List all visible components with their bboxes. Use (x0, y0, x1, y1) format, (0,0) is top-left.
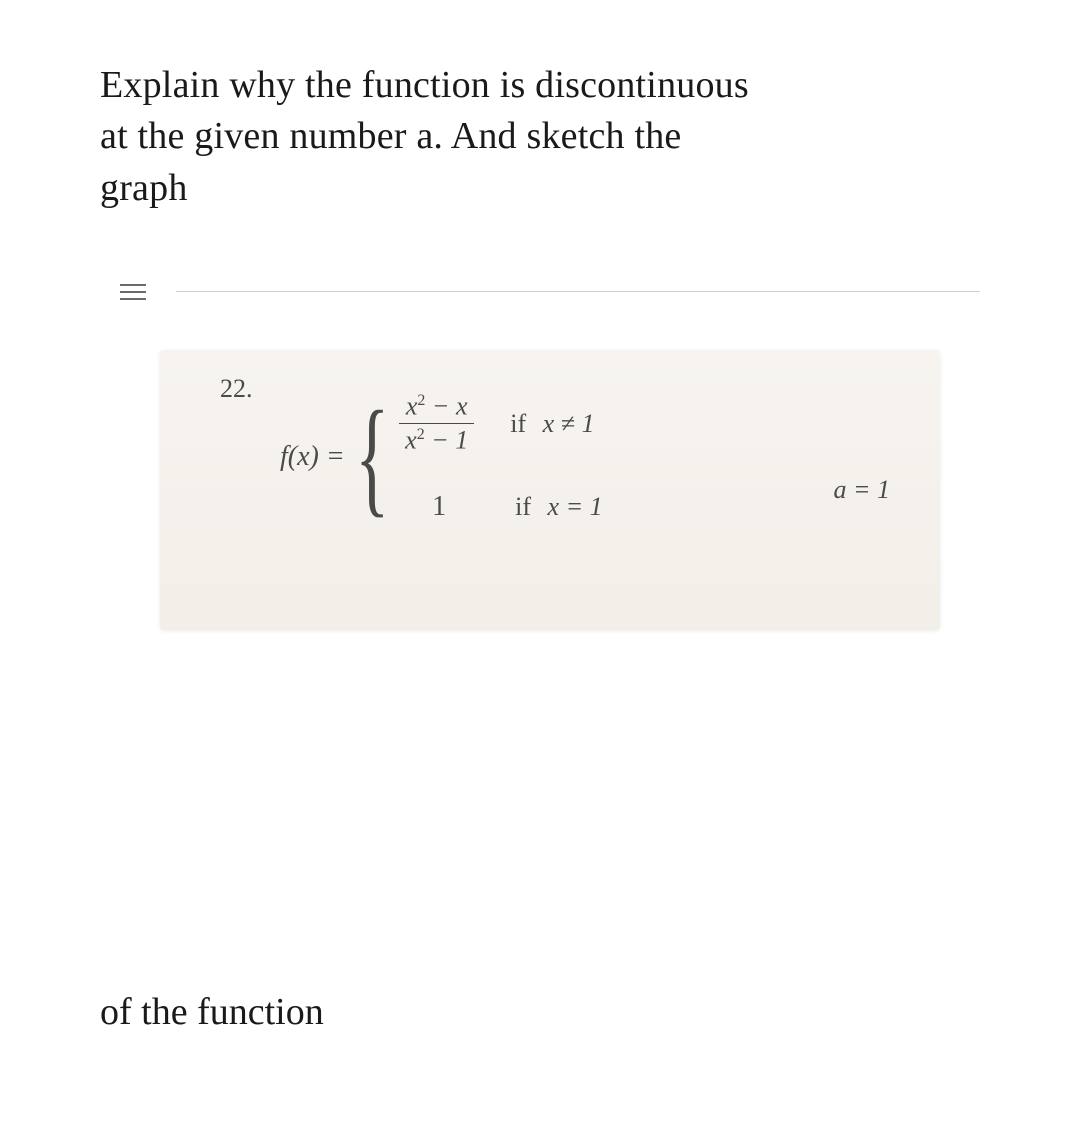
fraction: x2 − x x2 − 1 (399, 390, 474, 458)
question-prompt: Explain why the function is discontinuou… (100, 60, 980, 214)
a-value: a = 1 (833, 475, 890, 505)
fraction-denominator: x2 − 1 (399, 424, 474, 457)
cases-container: x2 − x x2 − 1 if x ≠ 1 1 (399, 390, 602, 524)
case-row-1: x2 − x x2 − 1 if x ≠ 1 (399, 390, 602, 458)
condition-1-expr: x ≠ 1 (543, 409, 595, 438)
prompt-line-2: at the given number a. And sketch the (100, 111, 980, 162)
condition-1: if x ≠ 1 (510, 409, 594, 439)
fraction-numerator: x2 − x (400, 390, 474, 423)
case-row-2: 1 if x = 1 (399, 491, 602, 523)
case-2-value: 1 (399, 491, 479, 523)
condition-2: if x = 1 (515, 492, 602, 522)
problem-panel: 22. f(x) = { x2 − x x2 − 1 (160, 350, 940, 630)
divider-line (176, 291, 980, 292)
divider-row (100, 284, 980, 300)
function-lhs: f(x) = (280, 441, 345, 473)
brace-symbol: { (355, 405, 389, 509)
condition-2-expr: x = 1 (548, 492, 603, 521)
menu-icon[interactable] (120, 284, 146, 300)
prompt-line-1: Explain why the function is discontinuou… (100, 60, 980, 111)
piecewise-definition: f(x) = { x2 − x x2 − 1 if x (280, 390, 900, 524)
problem-number: 22. (220, 374, 253, 404)
footer-text: of the function (100, 990, 980, 1034)
page-container: Explain why the function is discontinuou… (0, 0, 1080, 1074)
prompt-line-3: graph (100, 163, 980, 214)
